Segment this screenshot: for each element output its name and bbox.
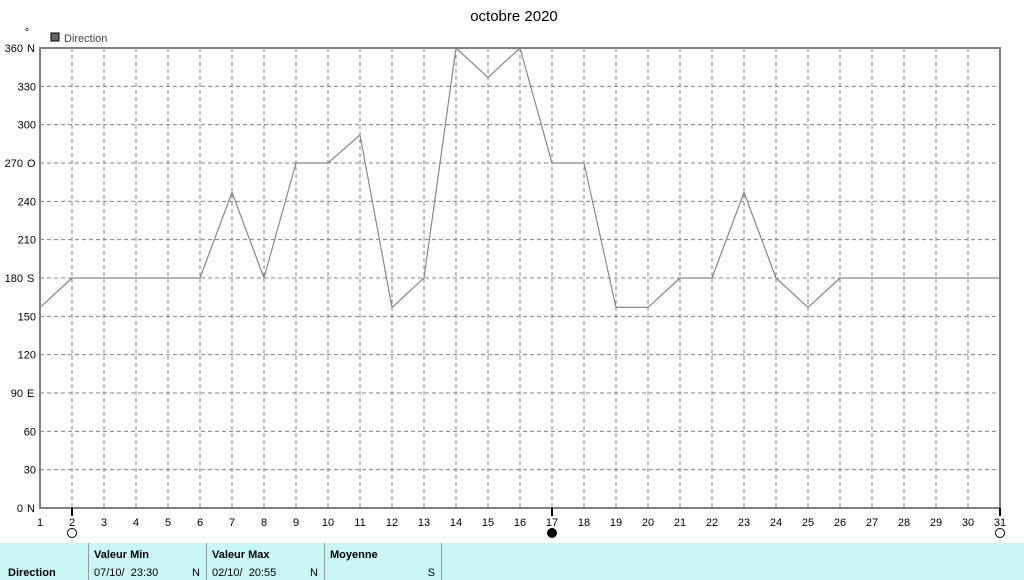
summary-min-value: 07/10/ 23:30 bbox=[94, 567, 158, 579]
y-tick-direction: N bbox=[27, 43, 35, 55]
x-tick-label: 16 bbox=[514, 517, 526, 529]
summary-avg-dir: S bbox=[427, 567, 435, 579]
summary-row-label-cell: Direction bbox=[0, 543, 88, 580]
x-tick-label: 15 bbox=[482, 517, 494, 529]
full-moon-icon bbox=[995, 528, 1005, 538]
new-moon-icon bbox=[547, 528, 557, 538]
y-tick-direction: O bbox=[27, 158, 36, 170]
x-tick-label: 4 bbox=[133, 517, 139, 529]
summary-max-header: Valeur Max bbox=[212, 549, 270, 561]
x-tick-label: 28 bbox=[898, 517, 910, 529]
grid-lines bbox=[40, 48, 1000, 508]
x-tick-label: 23 bbox=[738, 517, 750, 529]
y-tick-label: 360 bbox=[5, 43, 23, 55]
series-line bbox=[39, 46, 1000, 309]
x-tick-label: 17 bbox=[546, 517, 558, 529]
y-tick-label: 270 bbox=[5, 158, 23, 170]
y-tick-label: 180 bbox=[5, 273, 23, 285]
summary-max-cell: Valeur Max 02/10/ 20:55 N bbox=[207, 543, 324, 580]
summary-divider bbox=[88, 543, 89, 580]
summary-divider bbox=[441, 543, 442, 580]
x-tick-label: 30 bbox=[962, 517, 974, 529]
x-tick-label: 5 bbox=[165, 517, 171, 529]
summary-max-value: 02/10/ 20:55 bbox=[212, 567, 276, 579]
summary-avg-header: Moyenne bbox=[330, 549, 378, 561]
full-moon-icon bbox=[67, 528, 77, 538]
summary-min-header: Valeur Min bbox=[94, 549, 150, 561]
moon-phases bbox=[67, 508, 1005, 538]
summary-min-dir: N bbox=[192, 567, 200, 579]
x-tick-label: 3 bbox=[101, 517, 107, 529]
x-tick-label: 8 bbox=[261, 517, 267, 529]
y-axis-unit: ° bbox=[25, 27, 29, 39]
y-tick-label: 240 bbox=[18, 196, 36, 208]
y-tick-label: 120 bbox=[18, 350, 36, 362]
y-tick-direction: S bbox=[27, 273, 34, 285]
legend-label: Direction bbox=[64, 33, 107, 45]
summary-max-time: 20:55 bbox=[248, 567, 277, 579]
legend: Direction bbox=[50, 32, 107, 45]
y-tick-direction: E bbox=[27, 388, 34, 400]
chart-title: octobre 2020 bbox=[470, 8, 558, 25]
y-tick-label: 30 bbox=[24, 465, 36, 477]
x-tick-label: 27 bbox=[866, 517, 878, 529]
summary-row-label: Direction bbox=[8, 567, 56, 579]
x-tick-label: 25 bbox=[802, 517, 814, 529]
x-tick-label: 1 bbox=[37, 517, 43, 529]
x-tick-label: 7 bbox=[229, 517, 235, 529]
y-tick-label: 330 bbox=[18, 81, 36, 93]
summary-divider bbox=[324, 543, 325, 580]
y-tick-label: 60 bbox=[24, 426, 36, 438]
x-tick-label: 14 bbox=[450, 517, 462, 529]
x-tick-label: 20 bbox=[642, 517, 654, 529]
x-tick-label: 29 bbox=[930, 517, 942, 529]
x-tick-label: 9 bbox=[293, 517, 299, 529]
summary-divider bbox=[206, 543, 207, 580]
x-tick-label: 13 bbox=[418, 517, 430, 529]
summary-min-cell: Valeur Min 07/10/ 23:30 N bbox=[89, 543, 206, 580]
x-tick-label: 6 bbox=[197, 517, 203, 529]
x-tick-label: 10 bbox=[322, 517, 334, 529]
summary-max-dir: N bbox=[310, 567, 318, 579]
summary-avg-cell: Moyenne S bbox=[325, 543, 441, 580]
x-tick-label: 26 bbox=[834, 517, 846, 529]
summary-max-date: 02/10/ bbox=[212, 567, 243, 579]
summary-min-date: 07/10/ bbox=[94, 567, 125, 579]
x-tick-label: 11 bbox=[354, 517, 365, 529]
legend-swatch bbox=[50, 32, 60, 42]
x-tick-label: 18 bbox=[578, 517, 590, 529]
summary-min-time: 23:30 bbox=[130, 567, 159, 579]
y-tick-direction: N bbox=[27, 503, 35, 515]
y-tick-label: 300 bbox=[18, 120, 36, 132]
y-tick-label: 210 bbox=[18, 235, 36, 247]
summary-bar: Direction Valeur Min 07/10/ 23:30 N Vale… bbox=[0, 543, 1024, 580]
y-tick-label: 90 bbox=[11, 388, 23, 400]
x-tick-label: 12 bbox=[386, 517, 398, 529]
x-tick-label: 21 bbox=[674, 517, 686, 529]
x-tick-label: 24 bbox=[770, 517, 782, 529]
x-tick-label: 2 bbox=[69, 517, 75, 529]
y-tick-label: 150 bbox=[18, 311, 36, 323]
series-direction bbox=[39, 46, 1000, 309]
x-axis: 1 2 3 4 5 6 7 8 9 10 11 12 13 14 15 16 17 18 19 20 21 22 23 24 2… bbox=[37, 517, 1006, 529]
y-tick-label: 0 bbox=[17, 503, 23, 515]
x-tick-label: 31 bbox=[994, 517, 1006, 529]
x-tick-label: 19 bbox=[610, 517, 622, 529]
x-tick-label: 22 bbox=[706, 517, 718, 529]
